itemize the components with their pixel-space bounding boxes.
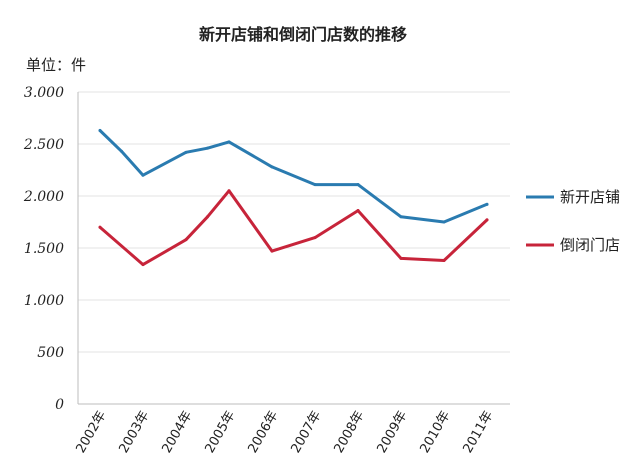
series-1-point-4 [227, 189, 231, 193]
x-tick-label-0: 2002年 [73, 409, 109, 456]
legend-label-0: 新开店铺 [560, 188, 620, 206]
series-0-point-0 [98, 128, 102, 132]
chart-title: 新开店铺和倒闭门店数的推移 [199, 25, 407, 44]
series-line-0 [98, 129, 489, 224]
x-tick-label-2: 2004年 [159, 409, 195, 456]
series-0-point-1 [120, 149, 123, 153]
y-tick-label-2: 1.000 [24, 293, 64, 309]
series-0-point-5 [227, 140, 231, 144]
x-tick-label-8: 2010年 [417, 409, 453, 456]
x-tick-label-5: 2007年 [288, 409, 324, 456]
x-tick-label-9: 2011年 [460, 409, 496, 456]
x-tick-label-4: 2006年 [245, 409, 281, 456]
x-tick-label-6: 2008年 [331, 409, 367, 456]
legend-label-1: 倒闭门店 [560, 236, 620, 254]
series-1-point-9 [442, 258, 446, 262]
series-0-point-10 [442, 220, 446, 224]
series-1-point-1 [141, 263, 145, 267]
series-1-point-5 [270, 249, 274, 253]
series-1-point-7 [356, 209, 360, 213]
series-0-point-4 [206, 146, 209, 150]
y-axis-tick-labels: 0 500 1.000 1.500 2.000 2.500 3.000 [23, 85, 64, 413]
series-1-point-6 [313, 236, 317, 240]
y-tick-label-0: 0 [55, 397, 64, 413]
gridlines [78, 91, 510, 353]
series-0-point-3 [184, 150, 188, 154]
series-1-point-3 [206, 215, 209, 219]
y-tick-label-3: 1.500 [24, 241, 64, 257]
series-1-point-2 [184, 238, 188, 242]
series-0-point-2 [141, 173, 145, 177]
y-tick-label-1: 500 [37, 345, 64, 361]
series-line-1 [98, 189, 489, 267]
y-tick-label-4: 2.000 [23, 189, 64, 205]
x-axis-tick-labels: 2002年 2003年 2004年 2005年 2006年 2007年 2008年 2009年… [73, 409, 496, 456]
series-1-point-8 [399, 256, 403, 260]
series-lines [98, 128, 489, 267]
axes [77, 92, 510, 405]
x-tick-label-7: 2009年 [374, 409, 410, 456]
series-0-point-8 [356, 183, 360, 187]
x-tick-label-3: 2005年 [202, 409, 238, 456]
series-1-point-0 [98, 225, 102, 229]
unit-label: 单位：件 [26, 56, 86, 74]
series-0-point-9 [399, 215, 403, 219]
series-0-point-7 [313, 183, 317, 187]
series-0-point-11 [485, 202, 489, 206]
x-tick-label-1: 2003年 [116, 409, 152, 456]
y-tick-label-6: 3.000 [24, 85, 64, 101]
y-tick-label-5: 2.500 [23, 137, 64, 153]
series-0-point-6 [270, 165, 274, 169]
series-1-point-10 [485, 218, 489, 222]
